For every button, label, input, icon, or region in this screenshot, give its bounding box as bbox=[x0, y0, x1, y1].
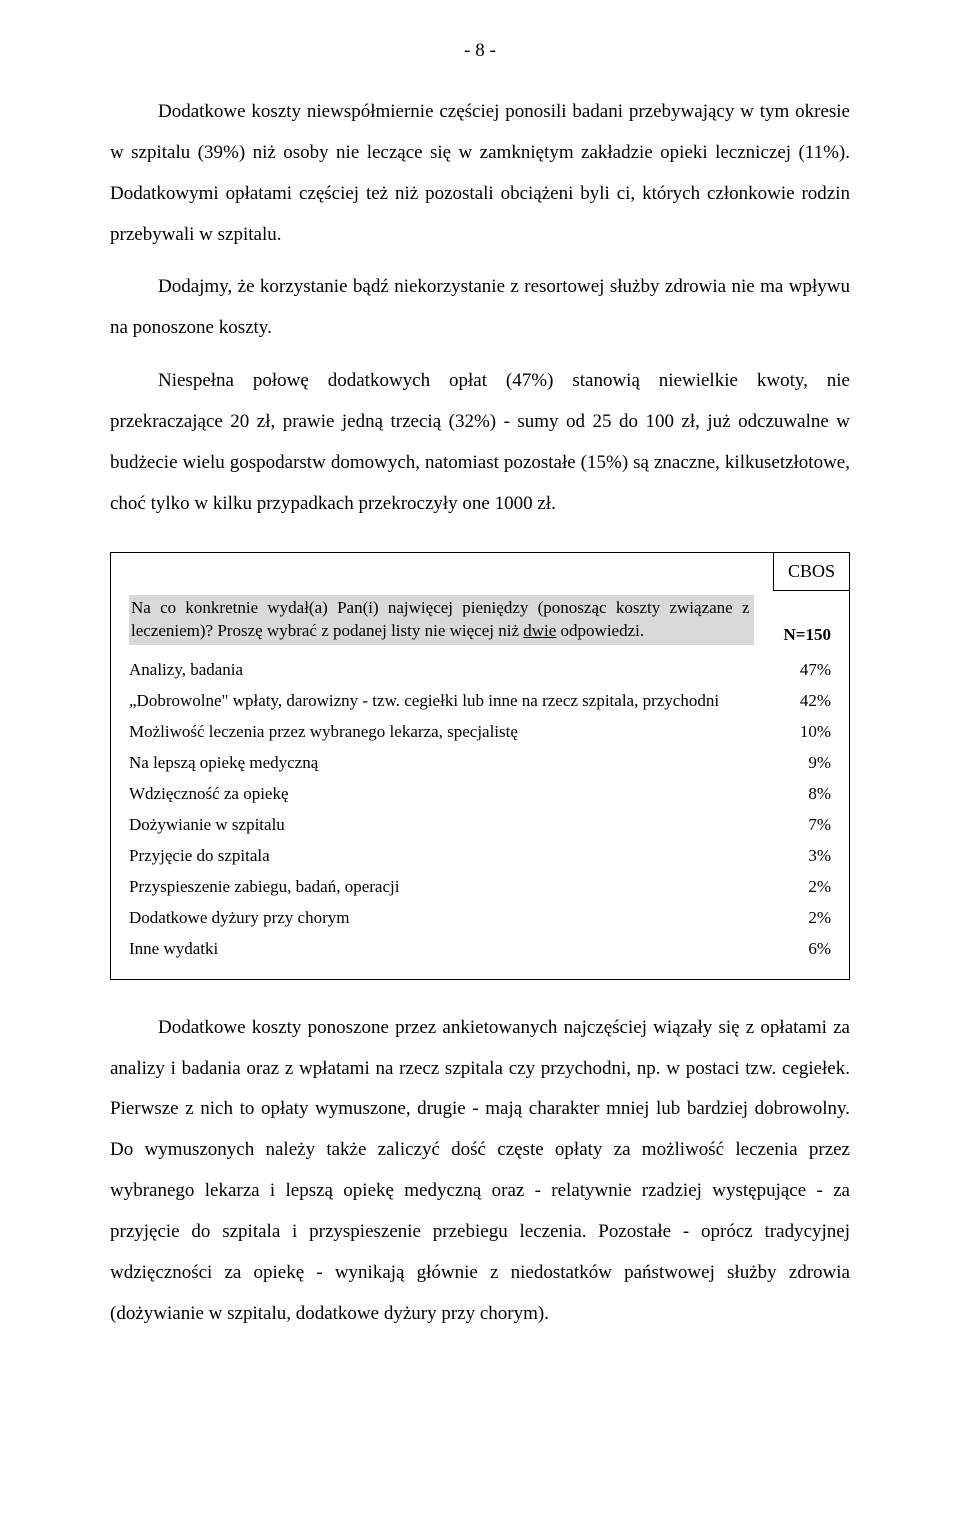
paragraph-2: Dodajmy, że korzystanie bądź niekorzysta… bbox=[110, 267, 850, 349]
table-row: Przyjęcie do szpitala3% bbox=[129, 841, 831, 872]
row-label: Dodatkowe dyżury przy chorym bbox=[129, 907, 808, 930]
question-underlined: dwie bbox=[523, 621, 556, 640]
n-value: N=150 bbox=[754, 625, 831, 645]
table-row: Wdzięczność za opiekę8% bbox=[129, 779, 831, 810]
row-value: 9% bbox=[808, 752, 831, 775]
question-text: Na co konkretnie wydał(a) Pan(i) najwięc… bbox=[129, 595, 754, 645]
row-value: 3% bbox=[808, 845, 831, 868]
table-row: Możliwość leczenia przez wybranego lekar… bbox=[129, 717, 831, 748]
row-label: Inne wydatki bbox=[129, 938, 808, 961]
row-value: 6% bbox=[808, 938, 831, 961]
table-row: Analizy, badania47% bbox=[129, 655, 831, 686]
row-value: 47% bbox=[800, 659, 831, 682]
row-label: Dożywianie w szpitalu bbox=[129, 814, 808, 837]
cbos-label: CBOS bbox=[773, 552, 850, 591]
question-row: Na co konkretnie wydał(a) Pan(i) najwięc… bbox=[129, 595, 831, 645]
table-row: Dodatkowe dyżury przy chorym2% bbox=[129, 903, 831, 934]
table-row: „Dobrowolne" wpłaty, darowizny - tzw. ce… bbox=[129, 686, 831, 717]
row-label: Przyspieszenie zabiegu, badań, operacji bbox=[129, 876, 808, 899]
row-value: 10% bbox=[800, 721, 831, 744]
row-label: Analizy, badania bbox=[129, 659, 800, 682]
table-row: Na lepszą opiekę medyczną9% bbox=[129, 748, 831, 779]
row-value: 2% bbox=[808, 876, 831, 899]
row-label: Na lepszą opiekę medyczną bbox=[129, 752, 808, 775]
row-label: Wdzięczność za opiekę bbox=[129, 783, 808, 806]
paragraph-1: Dodatkowe koszty niewspółmiernie częście… bbox=[110, 92, 850, 255]
table-row: Dożywianie w szpitalu7% bbox=[129, 810, 831, 841]
page-container: - 8 - Dodatkowe koszty niewspółmiernie c… bbox=[0, 0, 960, 1406]
row-value: 2% bbox=[808, 907, 831, 930]
question-part1: Na co konkretnie wydał(a) Pan(i) najwięc… bbox=[131, 598, 750, 640]
row-value: 8% bbox=[808, 783, 831, 806]
row-value: 42% bbox=[800, 690, 831, 713]
survey-table: CBOS Na co konkretnie wydał(a) Pan(i) na… bbox=[110, 552, 850, 979]
table-row: Inne wydatki6% bbox=[129, 934, 831, 965]
row-label: „Dobrowolne" wpłaty, darowizny - tzw. ce… bbox=[129, 690, 800, 713]
row-label: Przyjęcie do szpitala bbox=[129, 845, 808, 868]
rows-container: Analizy, badania47%„Dobrowolne" wpłaty, … bbox=[129, 655, 831, 964]
table-row: Przyspieszenie zabiegu, badań, operacji2… bbox=[129, 872, 831, 903]
question-part2: odpowiedzi. bbox=[556, 621, 644, 640]
row-label: Możliwość leczenia przez wybranego lekar… bbox=[129, 721, 800, 744]
page-number: - 8 - bbox=[110, 40, 850, 62]
paragraph-4: Dodatkowe koszty ponoszone przez ankieto… bbox=[110, 1008, 850, 1335]
paragraph-3: Niespełna połowę dodatkowych opłat (47%)… bbox=[110, 361, 850, 524]
row-value: 7% bbox=[808, 814, 831, 837]
